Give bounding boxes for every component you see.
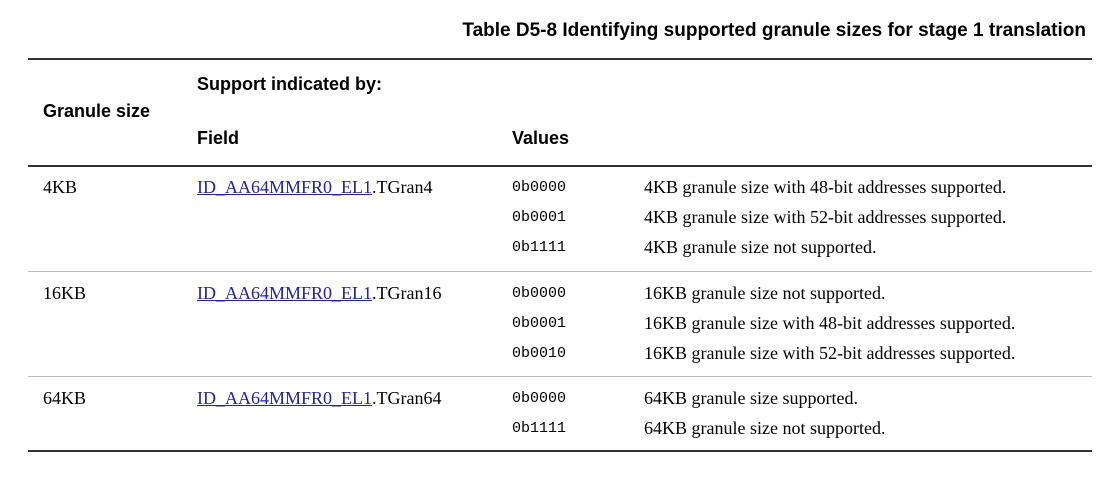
header-granule-size: Granule size bbox=[43, 101, 151, 121]
value-description: 16KB granule size with 48-bit addresses … bbox=[644, 313, 1016, 333]
register-link[interactable]: ID_AA64MMFR0_EL1 bbox=[197, 283, 373, 303]
value-code: 0b0001 bbox=[512, 315, 567, 332]
table-top-rule bbox=[28, 58, 1092, 60]
value-description: 16KB granule size with 52-bit addresses … bbox=[644, 343, 1016, 363]
field-suffix: .TGran16 bbox=[372, 283, 442, 303]
header-field: Field bbox=[197, 128, 240, 148]
granule-size-cell: 4KB bbox=[43, 177, 78, 197]
value-code: 0b1111 bbox=[512, 239, 567, 256]
granule-size-cell: 64KB bbox=[43, 388, 87, 408]
header-values: Values bbox=[512, 128, 570, 148]
value-code: 0b0000 bbox=[512, 179, 567, 196]
value-code: 0b0000 bbox=[512, 285, 567, 302]
header-bottom-rule bbox=[28, 165, 1092, 167]
header-support-indicated-by: Support indicated by: bbox=[197, 74, 383, 94]
register-link[interactable]: ID_AA64MMFR0_EL1 bbox=[197, 177, 373, 197]
value-description: 64KB granule size not supported. bbox=[644, 418, 886, 438]
row-divider bbox=[28, 271, 1092, 272]
value-code: 0b0001 bbox=[512, 209, 567, 226]
value-description: 64KB granule size supported. bbox=[644, 388, 858, 408]
value-code: 0b0000 bbox=[512, 390, 567, 407]
register-link[interactable]: ID_AA64MMFR0_EL1 bbox=[197, 388, 373, 408]
field-cell: ID_AA64MMFR0_EL1.TGran4 bbox=[197, 176, 433, 198]
value-description: 4KB granule size not supported. bbox=[644, 237, 877, 257]
field-cell: ID_AA64MMFR0_EL1.TGran64 bbox=[197, 387, 442, 409]
field-cell: ID_AA64MMFR0_EL1.TGran16 bbox=[197, 282, 442, 304]
value-code: 0b1111 bbox=[512, 420, 567, 437]
table-caption: Table D5-8 Identifying supported granule… bbox=[462, 20, 1086, 41]
row-divider bbox=[28, 376, 1092, 377]
granule-size-cell: 16KB bbox=[43, 283, 87, 303]
value-description: 4KB granule size with 48-bit addresses s… bbox=[644, 177, 1007, 197]
value-description: 16KB granule size not supported. bbox=[644, 283, 886, 303]
table-bottom-rule bbox=[28, 450, 1092, 452]
field-suffix: .TGran4 bbox=[372, 177, 433, 197]
value-description: 4KB granule size with 52-bit addresses s… bbox=[644, 207, 1007, 227]
value-code: 0b0010 bbox=[512, 345, 567, 362]
field-suffix: .TGran64 bbox=[372, 388, 442, 408]
